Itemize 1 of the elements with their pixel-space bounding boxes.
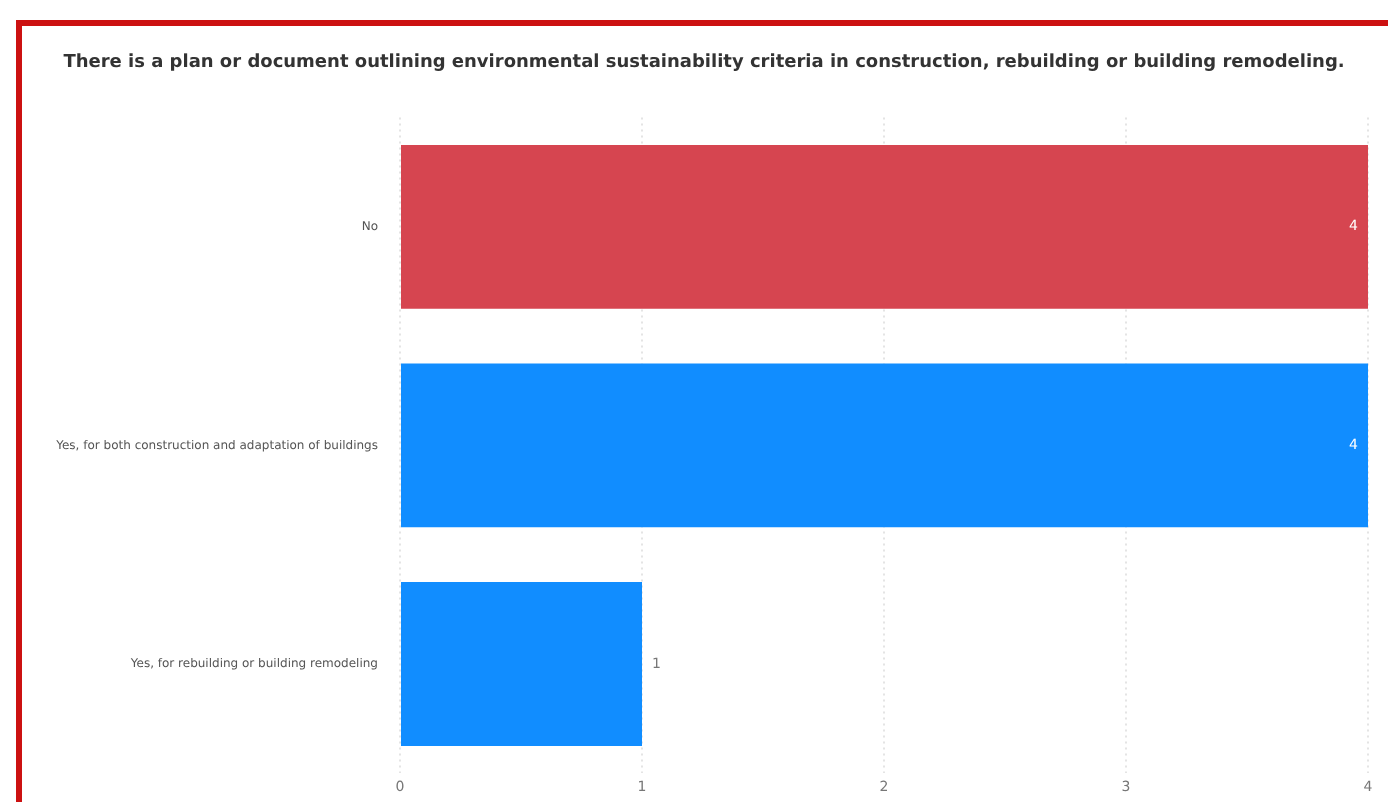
chart-title: There is a plan or document outlining environmental sustainability criteria in construction, rebuilding or building remodeling. [63, 53, 1345, 74]
